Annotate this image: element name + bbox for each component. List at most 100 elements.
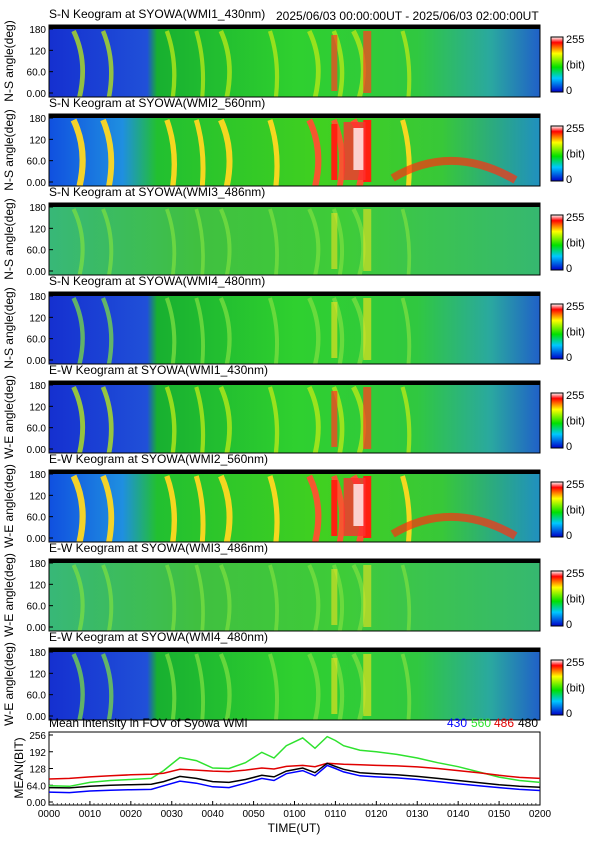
panel-y-tick-label: 120 [29,224,46,235]
panel-y-tick-label: 120 [29,402,46,413]
colorbar-max-label: 255 [566,479,584,491]
panel-y-tick-label: 0.00 [27,623,47,634]
panel-y-tick-label: 180 [29,25,46,36]
panel-y-tick-label: 60.0 [27,157,47,168]
panel-ylabel: N-S angle(deg) [2,109,16,190]
panel-title: S-N Keogram at SYOWA(WMI3_486nm) [49,185,265,199]
panel-y-tick-label: 60.0 [27,602,47,613]
keogram-image [49,203,540,275]
panel-y-tick-label: 60.0 [27,335,47,346]
panel-frame [48,558,541,632]
colorbar-min-label: 0 [566,708,572,720]
panel-y-tick-label: 120 [29,669,46,680]
panel-ylabel: W-E angle(deg) [2,553,16,637]
panel-y-tick-label: 120 [29,135,46,146]
panel-title: E-W Keogram at SYOWA(WMI2_560nm) [49,452,268,466]
panel-y-tick-label: 120 [29,313,46,324]
keogram-panel: E-W Keogram at SYOWA(WMI4_480nm)180 120 60… [2,630,585,726]
colorbar-max-label: 255 [566,123,584,135]
panel-y-tick-label: 120 [29,580,46,591]
panel-frame [48,24,541,98]
colorbar-unit-label: (bit) [566,149,585,161]
colorbar [550,570,564,627]
panel-ylabel: W-E angle(deg) [2,464,16,548]
chart-x-tick-label: 0150 [488,809,511,820]
colorbar-max-label: 255 [566,390,584,402]
panel-frame [48,469,541,543]
keogram-image [49,381,540,453]
mean-intensity-chart: Mean intensity in FOV of Syowa WMI MEAN(… [12,716,552,835]
panel-title: E-W Keogram at SYOWA(WMI3_486nm) [49,541,268,555]
panel-y-tick-label: 180 [29,648,46,659]
colorbar-min-label: 0 [566,619,572,631]
keogram-panel: E-W Keogram at SYOWA(WMI1_430nm)180 120 60… [2,363,585,459]
chart-y-tick-label: 0.00 [27,798,47,809]
keogram-panel: E-W Keogram at SYOWA(WMI3_486nm)180 120 60… [2,541,585,637]
panel-y-tick-label: 0.00 [27,178,47,189]
chart-legend: 430 560 486 480 [447,716,538,730]
panel-ylabel: W-E angle(deg) [2,375,16,459]
keogram-panel: E-W Keogram at SYOWA(WMI2_560nm)180 120 60… [2,452,585,548]
keogram-panels: S-N Keogram at SYOWA(WMI1_430nm)18012060… [2,7,585,726]
chart-x-tick-label: 0040 [202,809,225,820]
chart-y-ticks: 256 192 128 64.0 0.00 [27,731,53,809]
colorbar-unit-label: (bit) [566,505,585,517]
colorbar-max-label: 255 [566,568,584,580]
legend-entry-486: 486 [494,716,514,730]
colorbar [550,214,564,271]
colorbar-min-label: 0 [566,352,572,364]
legend-entry-560: 560 [471,716,491,730]
colorbar-min-label: 0 [566,441,572,453]
panel-frame [48,113,541,187]
chart-ylabel: MEAN(BIT) [12,737,26,798]
panel-title: E-W Keogram at SYOWA(WMI1_430nm) [49,363,268,377]
chart-x-tick-label: 0110 [325,809,347,820]
keogram-panel: S-N Keogram at SYOWA(WMI2_560nm)180 120 60… [2,96,585,191]
chart-x-tick-label: 0010 [79,809,102,820]
header-range: 2025/06/03 00:00:00UT - 2025/06/03 02:00… [276,9,539,23]
series-line-430 [48,764,541,794]
colorbar-min-label: 0 [566,263,572,275]
chart-y-tick-label: 256 [29,731,46,742]
chart-x-tick-label: 0030 [161,809,184,820]
series-line-560 [48,735,541,788]
panel-y-tick-label: 180 [29,470,46,481]
panel-y-tick-label: 180 [29,559,46,570]
colorbar-max-label: 255 [566,34,584,46]
panel-y-tick-label: 0.00 [27,89,47,100]
keogram-image [49,114,540,186]
panel-y-tick-label: 60.0 [27,424,47,435]
panel-frame [48,202,541,276]
legend-entry-480: 480 [518,716,538,730]
chart-x-tick-label: 0200 [529,809,552,820]
chart-x-tick-label: 0140 [447,809,470,820]
panel-y-tick-label: 0.00 [27,267,47,278]
colorbar [550,659,564,716]
panel-y-tick-label: 0.00 [27,356,47,367]
chart-frame [48,731,541,806]
panel-ylabel: N-S angle(deg) [2,198,16,279]
panel-y-tick-label: 180 [29,381,46,392]
panel-y-tick-label: 0.00 [27,534,47,545]
panel-y-tick-label: 120 [29,491,46,502]
panel-title: S-N Keogram at SYOWA(WMI2_560nm) [49,96,265,110]
chart-y-tick-label: 64.0 [27,781,47,792]
chart-y-tick-label: 128 [29,765,46,776]
chart-x-tick-label: 0130 [406,809,429,820]
panel-y-tick-label: 0.00 [27,712,47,723]
panel-title: S-N Keogram at SYOWA(WMI4_480nm) [49,274,265,288]
panel-y-tick-label: 180 [29,203,46,214]
colorbar-min-label: 0 [566,85,572,97]
colorbar-unit-label: (bit) [566,683,585,695]
keogram-image [49,648,540,720]
panel-frame [48,291,541,365]
colorbar-unit-label: (bit) [566,60,585,72]
panel-frame [48,647,541,721]
chart-x-tick-label: 0000 [38,809,61,820]
series-line-480 [48,762,541,789]
panel-y-tick-label: 60.0 [27,68,47,79]
colorbar [550,303,564,360]
chart-y-tick-label: 192 [29,748,46,759]
keogram-image [49,25,540,97]
panel-y-tick-label: 0.00 [27,445,47,456]
